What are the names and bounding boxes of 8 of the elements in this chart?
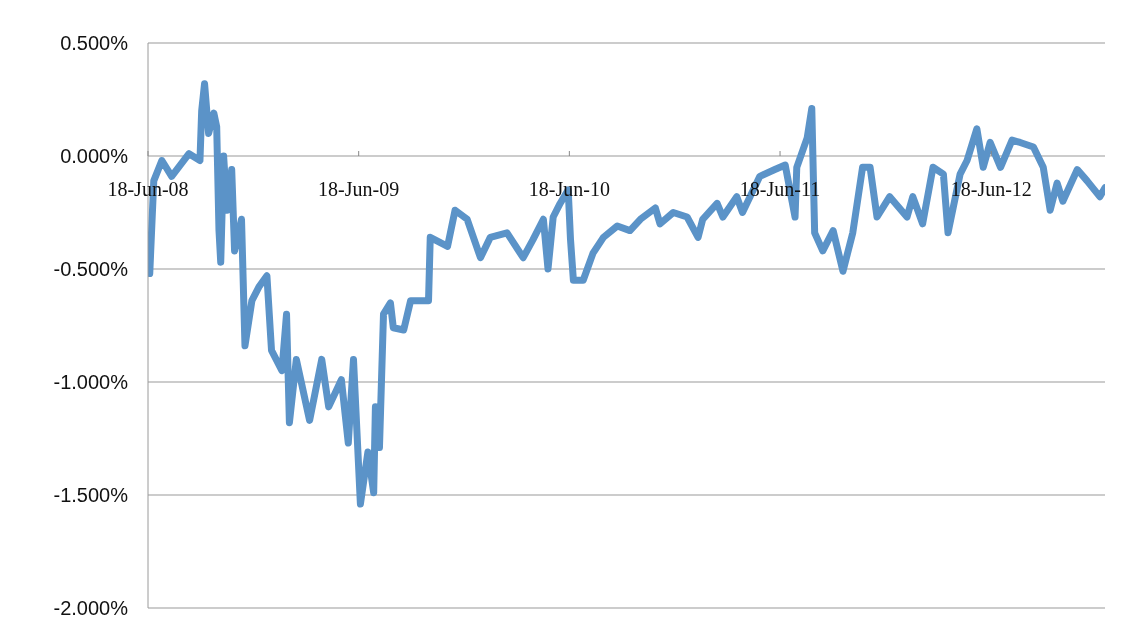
y-tick-label: -2.000%: [53, 597, 129, 620]
y-tick-label: -1.500%: [53, 484, 129, 507]
y-tick-label: -0.500%: [53, 258, 129, 281]
y-tick-label: 0.000%: [60, 145, 129, 168]
y-tick-label: -1.000%: [53, 371, 129, 394]
y-tick-label: 0.500%: [60, 32, 129, 55]
x-tick-label: 18-Jun-10: [528, 178, 610, 200]
x-tick-label: 18-Jun-09: [318, 178, 400, 200]
